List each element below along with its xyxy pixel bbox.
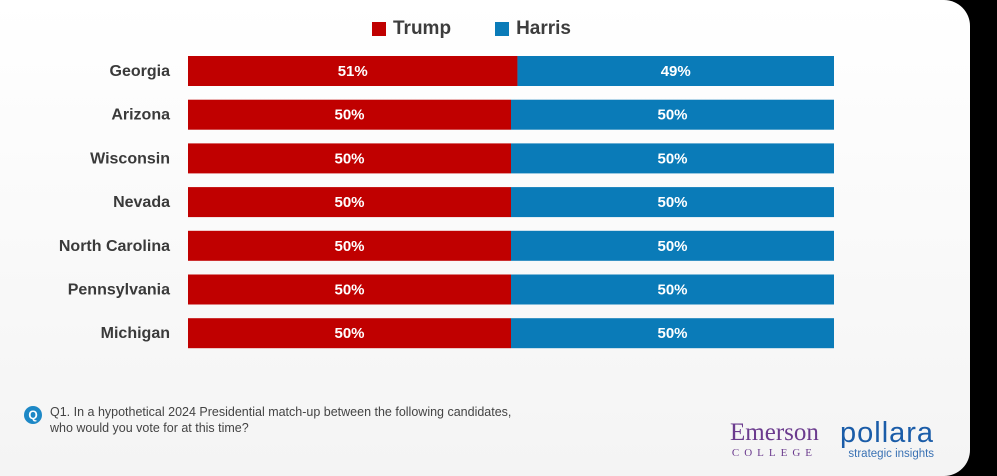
value-label-trump-wisconsin: 50%: [334, 150, 364, 167]
emerson-logo-name: Emerson: [730, 419, 819, 446]
value-label-harris-georgia: 49%: [661, 63, 691, 80]
bar-harris-arizona: [511, 99, 834, 130]
question-line-2: who would you vote for at this time?: [50, 421, 249, 435]
emerson-college-logo: Emerson COLLEGE: [730, 420, 819, 460]
value-label-harris-pennsylvania: 50%: [657, 282, 687, 299]
bar-chart: Georgia 51% 49% Arizona 50% 50% Wisconsin 50% 50…: [59, 56, 834, 349]
legend-item-harris: Harris: [495, 18, 571, 40]
category-label-north-carolina: North Carolina: [59, 238, 170, 255]
value-label-trump-arizona: 50%: [334, 107, 364, 124]
question-line-1: Q1. In a hypothetical 2024 Presidential …: [50, 405, 512, 419]
category-label-arizona: Arizona: [111, 107, 170, 124]
survey-question: Q Q1. In a hypothetical 2024 Presidentia…: [24, 404, 584, 436]
pollara-logo: pollara strategic insights: [840, 418, 934, 461]
category-label-georgia: Georgia: [110, 63, 171, 80]
emerson-logo-sub: COLLEGE: [731, 447, 817, 459]
legend-label-trump: Trump: [393, 18, 452, 39]
bar-harris-wisconsin: [511, 143, 834, 174]
bar-harris-nevada: [511, 187, 834, 218]
bar-trump-georgia: [188, 56, 518, 86]
value-label-harris-michigan: 50%: [657, 325, 687, 342]
bar-trump-pennsylvania: [188, 274, 511, 305]
value-label-trump-georgia: 51%: [338, 63, 368, 80]
bar-harris-michigan: [511, 318, 834, 349]
bar-harris-georgia: [517, 56, 834, 86]
question-icon: Q: [24, 406, 42, 424]
bar-trump-wisconsin: [188, 143, 511, 174]
value-label-harris-arizona: 50%: [657, 107, 687, 124]
legend-swatch-harris: [495, 22, 510, 36]
chart-legend: Trump Harris: [372, 18, 571, 40]
value-label-trump-michigan: 50%: [334, 325, 364, 342]
value-label-harris-wisconsin: 50%: [657, 150, 687, 167]
legend-swatch-trump: [372, 22, 386, 36]
value-label-trump-pennsylvania: 50%: [334, 282, 364, 299]
question-text: Q1. In a hypothetical 2024 Presidential …: [50, 404, 511, 436]
value-label-trump-north-carolina: 50%: [334, 238, 364, 255]
legend-item-trump: Trump: [372, 18, 451, 40]
value-label-harris-north-carolina: 50%: [657, 238, 687, 255]
pollara-logo-sub: strategic insights: [848, 448, 935, 460]
value-label-trump-nevada: 50%: [334, 194, 364, 211]
bar-trump-arizona: [188, 99, 511, 130]
bar-harris-pennsylvania: [511, 274, 834, 305]
bar-harris-north-carolina: [511, 230, 834, 261]
value-label-harris-nevada: 50%: [657, 194, 687, 211]
legend-label-harris: Harris: [516, 18, 571, 39]
category-label-michigan: Michigan: [101, 325, 170, 342]
bar-trump-north-carolina: [188, 230, 511, 261]
bar-trump-michigan: [188, 318, 511, 349]
category-label-wisconsin: Wisconsin: [90, 150, 170, 167]
category-label-pennsylvania: Pennsylvania: [68, 282, 170, 299]
bar-trump-nevada: [188, 187, 511, 218]
category-label-nevada: Nevada: [113, 194, 170, 211]
chart-card: Trump Harris Georgia 51% 49% Arizona 50% 50% W…: [0, 0, 970, 476]
pollara-logo-name: pollara: [840, 417, 935, 449]
